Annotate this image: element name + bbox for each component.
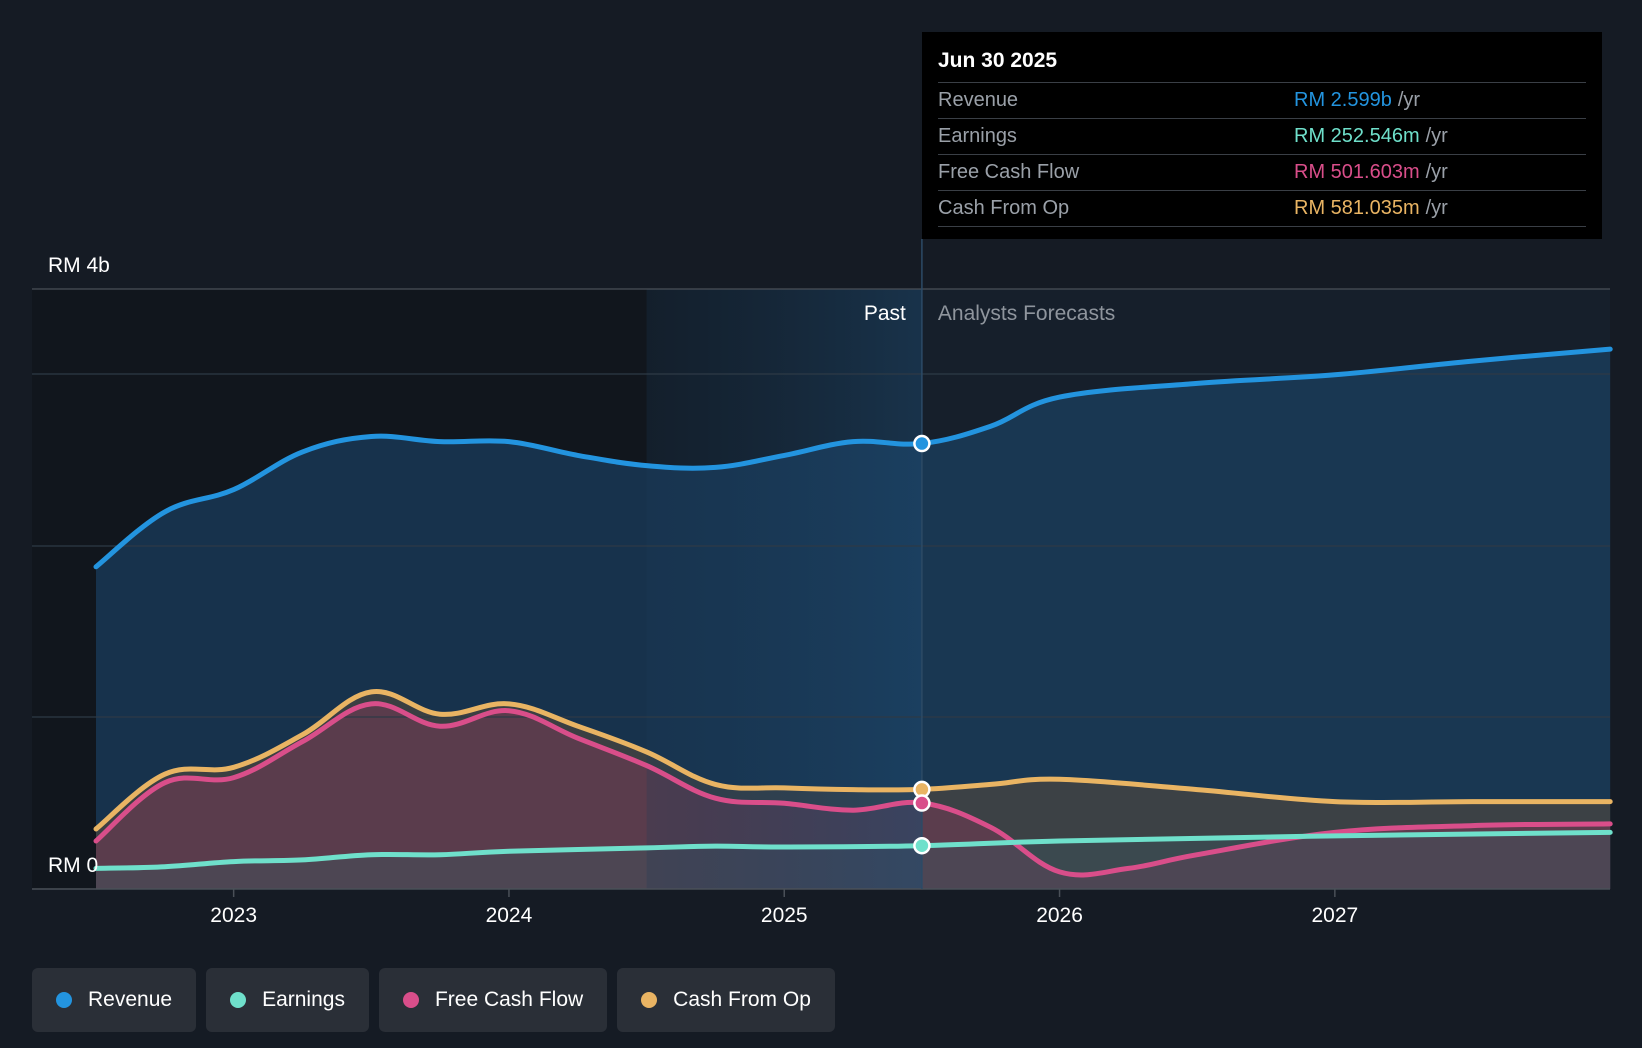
marker-revenue[interactable] — [913, 434, 931, 453]
x-tick-label: 2025 — [761, 904, 808, 927]
line-free-cash-flow — [93, 701, 1613, 878]
marker-earnings[interactable] — [913, 836, 931, 855]
legend-item-free-cash-flow[interactable]: Free Cash Flow — [378, 968, 608, 1032]
line-revenue — [93, 346, 1613, 570]
tooltip-row-free-cash-flow: Free Cash Flow RM 501.603m /yr — [938, 155, 1586, 191]
tooltip-label: Earnings — [938, 125, 1017, 147]
y-axis-zero-label: RM 0 — [48, 854, 98, 877]
cash-from-op-dot-icon — [641, 992, 658, 1008]
legend-label: Revenue — [88, 988, 173, 1011]
tooltip-value: RM 501.603m — [1294, 161, 1420, 183]
y-axis-top-label: RM 4b — [48, 254, 110, 277]
forecast-label: Analysts Forecasts — [938, 302, 1115, 325]
tooltip-unit: /yr — [1397, 89, 1421, 111]
area-free-cash-flow — [96, 703, 1611, 889]
tooltip-date: Jun 30 2025 — [938, 46, 1586, 83]
revenue-dot-icon — [56, 992, 72, 1008]
tooltip-label: Free Cash Flow — [938, 161, 1080, 183]
tooltip-label: Revenue — [938, 89, 1019, 111]
tooltip-row-revenue: Revenue RM 2.599b /yr — [938, 83, 1586, 119]
tooltip-value: RM 2.599b — [1294, 89, 1392, 111]
x-tick-label: 2027 — [1311, 904, 1358, 927]
tooltip: Jun 30 2025 Revenue RM 2.599b /yr Earnin… — [922, 32, 1602, 239]
tooltip-row-earnings: Earnings RM 252.546m /yr — [938, 119, 1586, 155]
line-cash-from-op — [93, 689, 1613, 832]
legend-item-earnings[interactable]: Earnings — [206, 968, 369, 1032]
tooltip-unit: /yr — [1425, 197, 1448, 219]
legend-label: Cash From Op — [673, 988, 811, 1011]
tooltip-row-cash-from-op: Cash From Op RM 581.035m /yr — [938, 191, 1586, 227]
x-tick-label: 2024 — [486, 904, 533, 927]
legend-item-cash-from-op[interactable]: Cash From Op — [617, 968, 835, 1032]
legend-label: Free Cash Flow — [434, 988, 584, 1011]
earnings-dot-icon — [230, 992, 247, 1008]
legend-item-revenue[interactable]: Revenue — [32, 968, 197, 1032]
past-label: Past — [864, 302, 906, 325]
tooltip-value: RM 252.546m — [1294, 125, 1420, 147]
line-earnings — [93, 829, 1613, 871]
x-tick-label: 2023 — [210, 904, 257, 927]
free-cash-flow-dot-icon — [402, 992, 419, 1008]
tooltip-unit: /yr — [1425, 161, 1448, 183]
marker-free-cash-flow[interactable] — [913, 794, 931, 812]
tooltip-unit: /yr — [1425, 125, 1448, 147]
x-tick-label: 2026 — [1036, 904, 1083, 927]
tooltip-label: Cash From Op — [938, 197, 1070, 219]
legend-label: Earnings — [262, 988, 345, 1011]
recent-past-highlight — [646, 289, 922, 889]
tooltip-value: RM 581.035m — [1294, 197, 1420, 219]
legend: Revenue Earnings Free Cash Flow Cash Fro… — [32, 968, 835, 1032]
